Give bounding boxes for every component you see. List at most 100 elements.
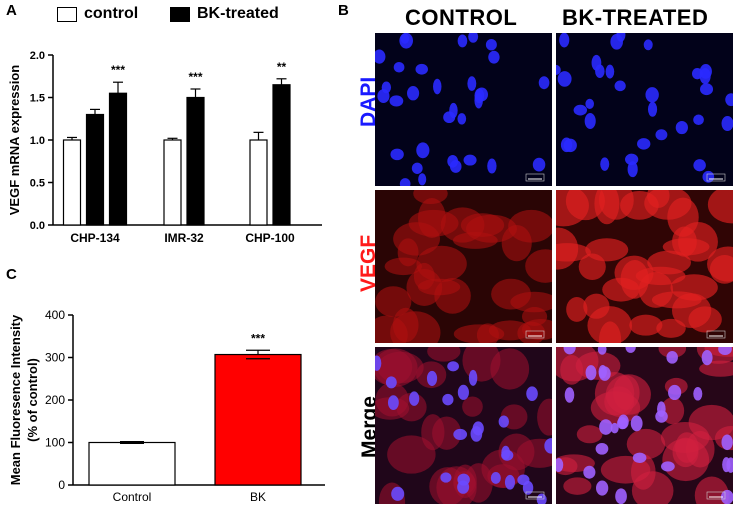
nucleus [597, 347, 607, 355]
cell [537, 398, 552, 436]
nucleus [615, 488, 627, 504]
cell [387, 435, 436, 474]
cell [563, 477, 592, 495]
nucleus [637, 138, 651, 150]
cell [488, 320, 531, 341]
y-tick-label: 0.0 [30, 220, 45, 232]
legend-label-treated: BK-treated [197, 5, 279, 22]
nucleus [655, 129, 668, 141]
nucleus [393, 61, 405, 73]
nucleus [573, 104, 588, 116]
nucleus [457, 113, 467, 125]
cell [635, 266, 686, 286]
nucleus [647, 101, 658, 117]
nucleus [449, 160, 462, 173]
scale-bar [706, 173, 726, 182]
legend-label-control: control [84, 5, 139, 22]
nucleus [560, 137, 573, 153]
nucleus [409, 391, 420, 406]
nucleus [463, 154, 477, 166]
nucleus [617, 417, 628, 430]
nucleus [433, 78, 442, 95]
micrograph-vegf-bk [556, 190, 733, 343]
bar [62, 139, 82, 226]
cell [427, 347, 461, 362]
nucleus [453, 428, 468, 440]
nucleus [538, 76, 550, 90]
nucleus [655, 410, 668, 423]
nucleus [556, 64, 561, 75]
bar [272, 84, 291, 226]
nucleus [407, 86, 420, 101]
nucleus [557, 71, 572, 87]
nucleus [700, 83, 714, 96]
nucleus [595, 480, 609, 496]
nucleus [498, 415, 509, 428]
nucleus [584, 113, 596, 130]
nucleus [457, 34, 468, 48]
y-tick-label: 100 [45, 436, 65, 450]
nucleus [614, 80, 626, 92]
nucleus [559, 33, 570, 48]
cell [575, 351, 621, 380]
x-tick-label: IMR-32 [164, 231, 204, 245]
nucleus [556, 458, 564, 473]
cell [498, 433, 535, 471]
nucleus [718, 347, 732, 356]
chart-c: 0 100 200 300 400 Mean Fluoresence Intensity(… [8, 308, 325, 504]
x-tick-label: CHP-134 [70, 231, 120, 245]
nucleus [544, 438, 552, 454]
significance-label: *** [111, 63, 125, 77]
nucleus [595, 442, 609, 455]
nucleus [610, 33, 623, 50]
nucleus [470, 426, 483, 442]
cell [688, 306, 722, 333]
nucleus [627, 161, 638, 178]
y-tick-label: 0.5 [30, 178, 45, 190]
micrograph-dapi-bk [556, 33, 733, 186]
significance-label: *** [188, 70, 202, 84]
nucleus [447, 361, 459, 372]
column-header-control: CONTROL [405, 5, 518, 30]
nucleus [501, 449, 514, 461]
x-tick-label: Control [113, 490, 152, 504]
bar [85, 113, 105, 226]
nucleus [630, 415, 643, 432]
cell [508, 209, 552, 243]
cell [397, 238, 419, 267]
nucleus [440, 472, 452, 483]
nucleus [457, 384, 469, 400]
nucleus [375, 49, 386, 64]
nucleus [443, 111, 456, 124]
cell [672, 226, 697, 257]
y-tick-label: 300 [45, 351, 65, 365]
y-tick-label: 400 [45, 308, 65, 322]
y-tick-label: 1.5 [30, 93, 45, 105]
y-tick-label: 0 [58, 478, 65, 492]
micrograph-merge-bk [556, 347, 733, 504]
bar [88, 441, 176, 486]
cell [656, 318, 686, 338]
nucleus [600, 157, 610, 171]
legend-swatch-control [57, 7, 77, 22]
cell [630, 454, 656, 490]
nucleus [666, 351, 678, 364]
nucleus [485, 39, 497, 51]
nucleus [474, 92, 483, 109]
nucleus [399, 178, 411, 186]
nucleus [487, 158, 497, 174]
micrograph-dapi-control [375, 33, 552, 186]
micrograph-vegf-control [375, 190, 552, 343]
nucleus [693, 159, 706, 172]
significance-label: ** [277, 60, 287, 74]
cell [406, 268, 443, 306]
nucleus [643, 39, 653, 51]
nucleus [585, 365, 597, 381]
nucleus [720, 489, 733, 504]
chart-a: 0.0 0.5 1.0 1.5 2.0 VEGF mRNA expression *** CH… [7, 50, 322, 245]
cell [662, 438, 710, 482]
cell [565, 190, 605, 221]
cell [390, 311, 441, 343]
nucleus [726, 457, 733, 473]
nucleus [532, 157, 546, 172]
